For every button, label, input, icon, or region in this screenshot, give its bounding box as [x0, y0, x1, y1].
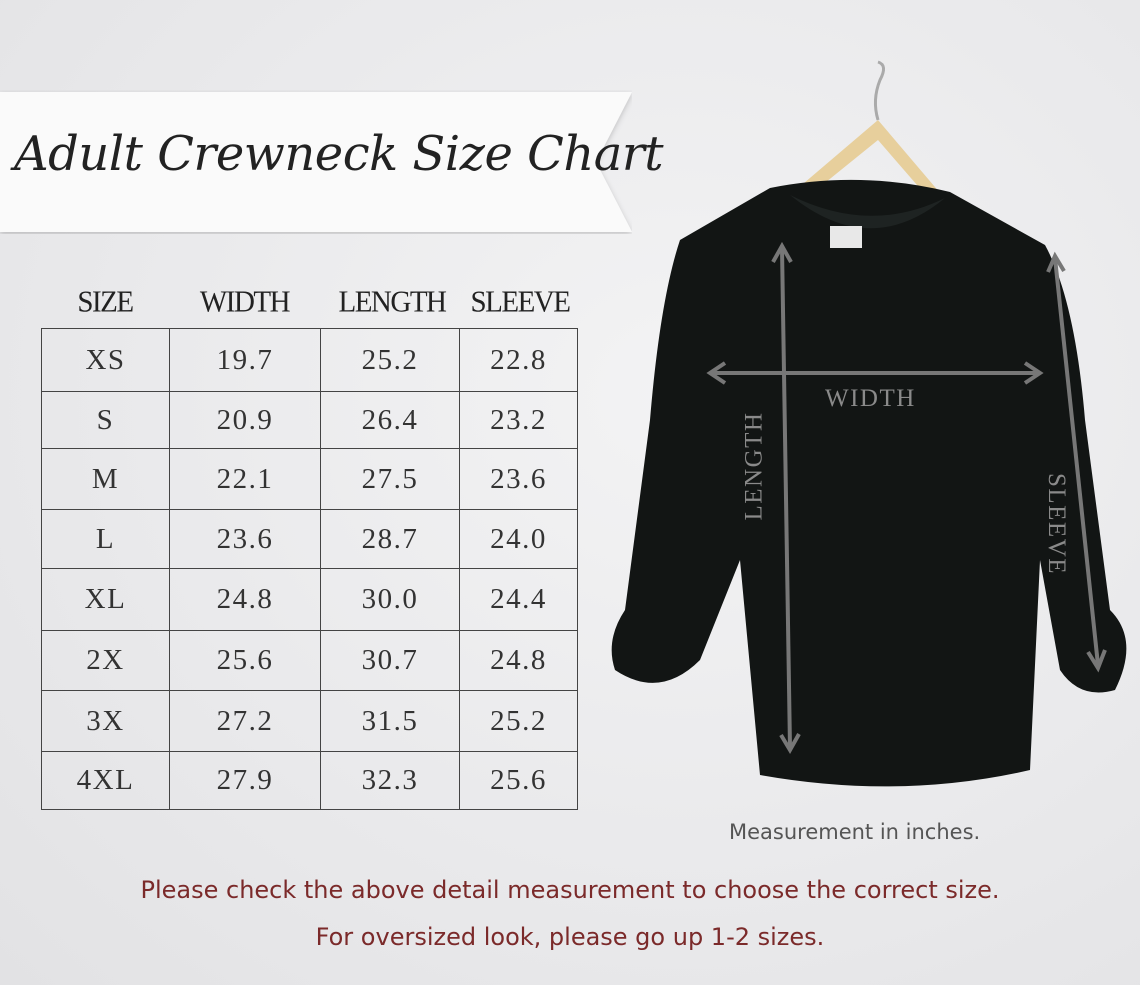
- cell-length: 32.3: [320, 751, 460, 810]
- cell-size: M: [41, 448, 170, 510]
- cell-sleeve: 25.6: [459, 751, 578, 810]
- cell-width: 27.2: [169, 690, 321, 752]
- table-row: M 22.1 27.5 23.6: [41, 448, 578, 510]
- footer-line-2: For oversized look, please go up 1-2 siz…: [315, 923, 825, 951]
- table-row: XL 24.8 30.0 24.4: [41, 568, 578, 631]
- cell-sleeve: 22.8: [459, 328, 578, 392]
- cell-size: 2X: [41, 630, 170, 691]
- table-row: L 23.6 28.7 24.0: [41, 509, 578, 569]
- sweatshirt-body: [611, 179, 1127, 787]
- cell-size: 4XL: [41, 751, 170, 810]
- cell-width: 24.8: [169, 568, 321, 631]
- cell-sleeve: 25.2: [459, 690, 578, 752]
- cell-length: 25.2: [320, 328, 460, 392]
- table-row: XS 19.7 25.2 22.8: [41, 328, 578, 392]
- table-row: 2X 25.6 30.7 24.8: [41, 630, 578, 691]
- measurement-arrows: [706, 241, 1107, 754]
- cell-length: 31.5: [320, 690, 460, 752]
- hanger-icon: [790, 60, 946, 200]
- cell-width: 20.9: [169, 391, 321, 449]
- cell-length: 30.7: [320, 630, 460, 691]
- cell-width: 22.1: [169, 448, 321, 510]
- tag: [830, 226, 862, 248]
- cell-length: 28.7: [320, 509, 460, 569]
- banner-ribbon-shape: [0, 92, 632, 232]
- cell-width: 19.7: [169, 328, 321, 392]
- table-row: S 20.9 26.4 23.2: [41, 391, 578, 449]
- cell-sleeve: 24.8: [459, 630, 578, 691]
- cell-size: XS: [41, 328, 170, 392]
- cell-sleeve: 24.4: [459, 568, 578, 631]
- page-title: Adult Crewneck Size Chart: [14, 126, 664, 182]
- cell-length: 30.0: [320, 568, 460, 631]
- header-sleeve: SLEEVE: [470, 285, 571, 319]
- header-length: LENGTH: [338, 285, 447, 319]
- measurement-note: Measurement in inches.: [729, 820, 981, 844]
- cell-size: S: [41, 391, 170, 449]
- cell-size: 3X: [41, 690, 170, 752]
- width-label: WIDTH: [825, 385, 916, 412]
- cell-length: 27.5: [320, 448, 460, 510]
- title-banner: [0, 90, 632, 234]
- table-row: 4XL 27.9 32.3 25.6: [41, 751, 578, 810]
- cell-size: XL: [41, 568, 170, 631]
- sleeve-label: SLEEVE: [1043, 472, 1071, 576]
- cell-width: 23.6: [169, 509, 321, 569]
- table-row: 3X 27.2 31.5 25.2: [41, 690, 578, 752]
- cell-sleeve: 23.6: [459, 448, 578, 510]
- cell-sleeve: 24.0: [459, 509, 578, 569]
- cell-width: 27.9: [169, 751, 321, 810]
- footer-line-1: Please check the above detail measuremen…: [140, 876, 1000, 904]
- cell-size: L: [41, 509, 170, 569]
- cell-width: 25.6: [169, 630, 321, 691]
- size-table: XS 19.7 25.2 22.8 S 20.9 26.4 23.2 M 22.1 27.5 23.6…: [41, 328, 578, 810]
- sweatshirt-diagram: [611, 60, 1127, 787]
- header-size: SIZE: [77, 285, 134, 319]
- cell-length: 26.4: [320, 391, 460, 449]
- length-label: LENGTH: [740, 411, 768, 521]
- cell-sleeve: 23.2: [459, 391, 578, 449]
- header-width: WIDTH: [199, 285, 291, 319]
